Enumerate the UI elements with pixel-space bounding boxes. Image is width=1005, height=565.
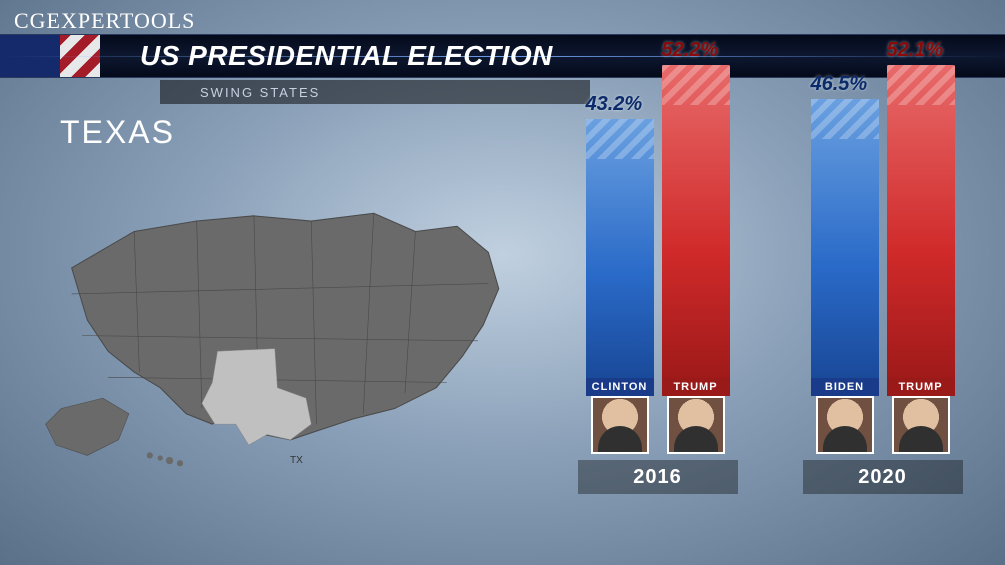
state-title: TEXAS: [60, 114, 175, 151]
bar-value-label: 46.5%: [811, 73, 879, 96]
candidate-portrait-icon: [816, 396, 874, 454]
candidate-portrait-icon: [667, 396, 725, 454]
bar-value-label: 43.2%: [586, 93, 654, 116]
year-label: 2016: [578, 460, 738, 494]
flag-accent-icon: [0, 35, 100, 77]
subheader: SWING STATES: [160, 80, 590, 104]
candidate-label: TRUMP: [887, 378, 955, 396]
candidate-label: CLINTON: [586, 378, 654, 396]
brand-logo: CGEXPERTOOLS: [14, 8, 195, 34]
state-abbrev-label: TX: [290, 455, 303, 466]
candidate-portrait-icon: [892, 396, 950, 454]
bar-value-label: 52.2%: [662, 39, 730, 62]
header-bar: US PRESIDENTIAL ELECTION: [0, 34, 1005, 78]
bar-trump-2016: 52.2% TRUMP: [662, 65, 730, 454]
bar-clinton-2016: 43.2% CLINTON: [586, 119, 654, 454]
candidate-portrait-icon: [591, 396, 649, 454]
bar-biden-2020: 46.5% BIDEN: [811, 99, 879, 454]
year-group-2016: 43.2% CLINTON 52.2% TRUMP 2016: [560, 104, 755, 544]
state-hawaii: [147, 452, 183, 466]
page-title: US PRESIDENTIAL ELECTION: [140, 40, 553, 72]
bar-fill: 52.2%: [662, 65, 730, 378]
election-bar-chart: 43.2% CLINTON 52.2% TRUMP 2016 46.5% BID…: [560, 104, 980, 544]
bar-value-label: 52.1%: [887, 39, 955, 62]
bar-fill: 46.5%: [811, 99, 879, 378]
bar-fill: 52.1%: [887, 65, 955, 378]
candidate-label: TRUMP: [662, 378, 730, 396]
state-alaska: [46, 398, 129, 455]
bar-trump-2020: 52.1% TRUMP: [887, 65, 955, 454]
bar-fill: 43.2%: [586, 119, 654, 378]
us-map: TX: [30, 155, 530, 485]
year-label: 2020: [803, 460, 963, 494]
year-group-2020: 46.5% BIDEN 52.1% TRUMP 2020: [785, 104, 980, 544]
candidate-label: BIDEN: [811, 378, 879, 396]
